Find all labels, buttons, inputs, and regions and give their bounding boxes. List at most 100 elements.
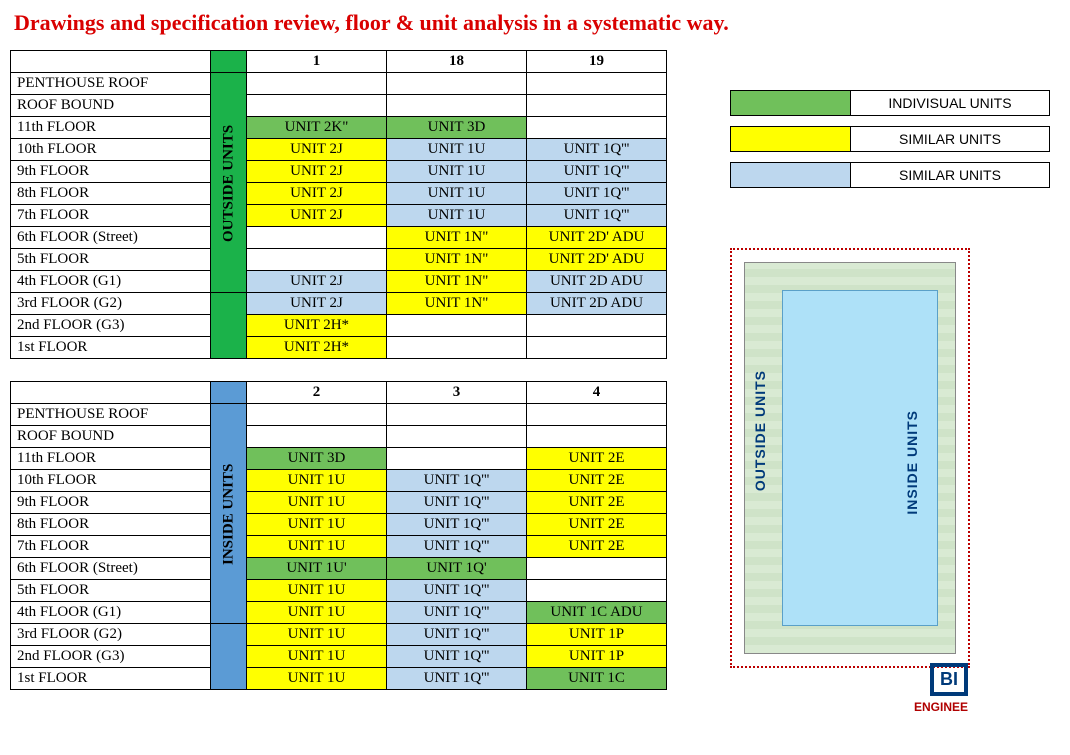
unit-cell (527, 404, 667, 426)
unit-cell: UNIT 1U' (247, 558, 387, 580)
unit-cell (387, 73, 527, 95)
unit-cell: UNIT 2J (247, 293, 387, 315)
unit-cell: UNIT 1U (387, 139, 527, 161)
legend-label: SIMILAR UNITS (850, 126, 1050, 152)
unit-cell: UNIT 1C (527, 668, 667, 690)
row-label: 9th FLOOR (11, 161, 211, 183)
row-label: 3rd FLOOR (G2) (11, 293, 211, 315)
unit-cell: UNIT 1N" (387, 249, 527, 271)
row-label: 5th FLOOR (11, 249, 211, 271)
unit-cell: UNIT 1Q''' (387, 580, 527, 602)
unit-cell: UNIT 2D ADU (527, 271, 667, 293)
plan-inside-label: INSIDE UNITS (904, 410, 920, 515)
unit-cell: UNIT 3D (387, 117, 527, 139)
unit-cell: UNIT 2J (247, 139, 387, 161)
unit-cell (527, 117, 667, 139)
unit-cell: UNIT 2E (527, 448, 667, 470)
unit-cell: UNIT 1U (387, 205, 527, 227)
unit-cell (527, 337, 667, 359)
row-label: 6th FLOOR (Street) (11, 558, 211, 580)
unit-cell (247, 227, 387, 249)
row-label: 10th FLOOR (11, 470, 211, 492)
col-header: 4 (527, 382, 667, 404)
unit-cell: UNIT 1Q''' (387, 514, 527, 536)
unit-cell: UNIT 1U (247, 668, 387, 690)
unit-cell: UNIT 2D ADU (527, 293, 667, 315)
unit-cell (527, 426, 667, 448)
unit-cell (247, 426, 387, 448)
unit-cell: UNIT 1U (247, 514, 387, 536)
unit-cell: UNIT 2E (527, 470, 667, 492)
unit-cell: UNIT 1U (387, 183, 527, 205)
unit-cell: UNIT 1Q''' (527, 183, 667, 205)
unit-cell: UNIT 1U (247, 602, 387, 624)
legend-swatch (730, 162, 850, 188)
unit-cell (527, 558, 667, 580)
row-label: ROOF BOUND (11, 426, 211, 448)
unit-cell (247, 249, 387, 271)
unit-cell (247, 404, 387, 426)
unit-cell: UNIT 1Q''' (387, 492, 527, 514)
row-label: PENTHOUSE ROOF (11, 73, 211, 95)
unit-cell: UNIT 1Q' (387, 558, 527, 580)
row-label: 11th FLOOR (11, 448, 211, 470)
unit-cell: UNIT 1Q''' (387, 646, 527, 668)
floor-plan: OUTSIDE UNITS INSIDE UNITS BI ENGINEE (730, 248, 970, 668)
unit-cell: UNIT 2E (527, 492, 667, 514)
unit-cell: UNIT 2E (527, 536, 667, 558)
unit-cell: UNIT 1Q''' (527, 205, 667, 227)
row-label: 11th FLOOR (11, 117, 211, 139)
unit-cell (247, 95, 387, 117)
row-label: 6th FLOOR (Street) (11, 227, 211, 249)
side-label: OUTSIDE UNITS (211, 73, 247, 293)
unit-cell: UNIT 2D' ADU (527, 227, 667, 249)
row-label: 7th FLOOR (11, 205, 211, 227)
unit-cell (527, 73, 667, 95)
unit-cell (387, 404, 527, 426)
unit-cell: UNIT 1Q''' (527, 139, 667, 161)
unit-table: 234PENTHOUSE ROOFINSIDE UNITSROOF BOUND1… (10, 381, 667, 690)
plan-outside-label: OUTSIDE UNITS (752, 370, 768, 491)
page-title: Drawings and specification review, floor… (14, 10, 1060, 36)
legend: INDIVISUAL UNITSSIMILAR UNITSSIMILAR UNI… (730, 90, 1060, 188)
unit-cell: UNIT 2D' ADU (527, 249, 667, 271)
unit-cell (387, 426, 527, 448)
unit-cell: UNIT 1N" (387, 293, 527, 315)
unit-cell: UNIT 3D (247, 448, 387, 470)
legend-swatch (730, 126, 850, 152)
unit-cell: UNIT 1Q''' (387, 536, 527, 558)
logo: BI (930, 663, 968, 696)
legend-swatch (730, 90, 850, 116)
col-header: 18 (387, 51, 527, 73)
unit-cell: UNIT 2H* (247, 337, 387, 359)
unit-cell: UNIT 1U (247, 492, 387, 514)
unit-cell (527, 315, 667, 337)
unit-cell: UNIT 1U (247, 470, 387, 492)
unit-cell: UNIT 1U (387, 161, 527, 183)
unit-cell: UNIT 1U (247, 624, 387, 646)
row-label: 2nd FLOOR (G3) (11, 646, 211, 668)
unit-cell: UNIT 1P (527, 624, 667, 646)
unit-cell (527, 580, 667, 602)
unit-cell: UNIT 1U (247, 536, 387, 558)
col-header: 2 (247, 382, 387, 404)
unit-cell: UNIT 2H* (247, 315, 387, 337)
row-label: PENTHOUSE ROOF (11, 404, 211, 426)
col-header: 3 (387, 382, 527, 404)
unit-cell (387, 448, 527, 470)
unit-cell: UNIT 2J (247, 161, 387, 183)
row-label: 4th FLOOR (G1) (11, 271, 211, 293)
unit-cell (387, 315, 527, 337)
unit-cell (247, 73, 387, 95)
logo-subtext: ENGINEE (914, 700, 968, 714)
unit-cell: UNIT 1U (247, 580, 387, 602)
unit-cell: UNIT 1N" (387, 227, 527, 249)
unit-cell: UNIT 2J (247, 205, 387, 227)
unit-cell: UNIT 2J (247, 271, 387, 293)
row-label: 9th FLOOR (11, 492, 211, 514)
col-header: 19 (527, 51, 667, 73)
unit-cell: UNIT 1Q''' (387, 470, 527, 492)
unit-cell: UNIT 2E (527, 514, 667, 536)
row-label: 2nd FLOOR (G3) (11, 315, 211, 337)
legend-label: SIMILAR UNITS (850, 162, 1050, 188)
